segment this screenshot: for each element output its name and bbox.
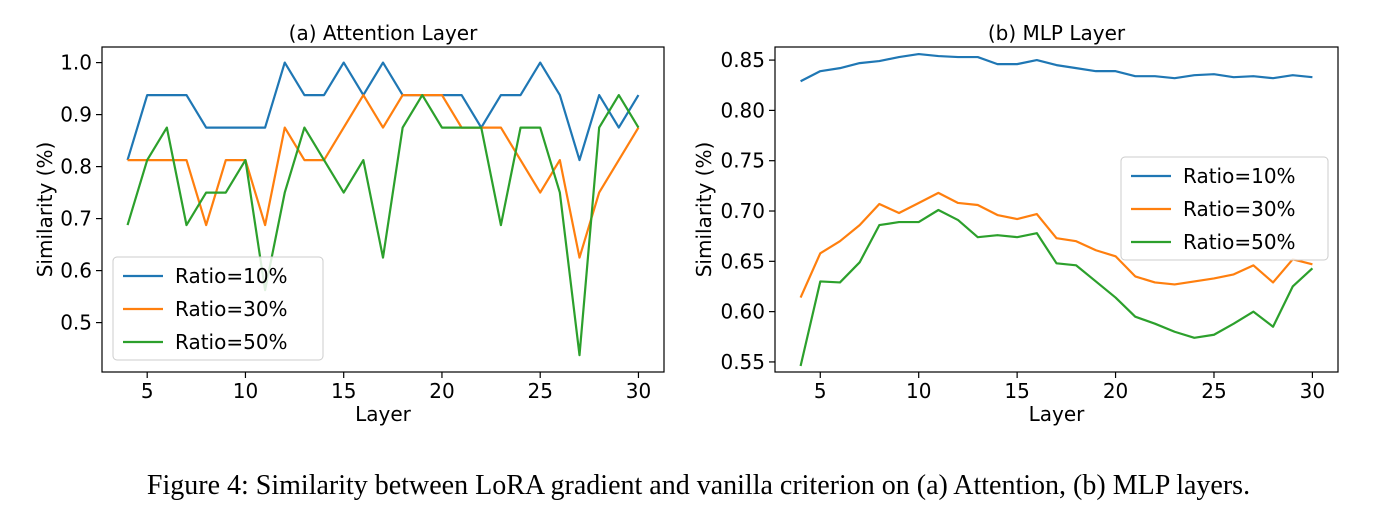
legend-label: Ratio=30%	[1183, 197, 1296, 221]
chart-title: (b) MLP Layer	[988, 21, 1126, 45]
y-tick-label: 0.5	[60, 311, 92, 335]
chart-mlp: (b) MLP Layer 5 10 15 20 25 30 0.55 0.60 0.65 0.70…	[692, 21, 1339, 426]
y-axis-label: Similarity (%)	[692, 142, 716, 278]
figure-caption: Figure 4: Similarity between LoRA gradie…	[146, 470, 1251, 501]
x-axis-label: Layer	[1029, 402, 1086, 426]
series-line-ratio-50-	[799, 208, 1314, 367]
legend-label: Ratio=30%	[175, 297, 288, 321]
x-tick-label: 25	[527, 379, 552, 403]
x-tick-label: 20	[1103, 379, 1128, 403]
y-tick-label: 0.65	[720, 249, 765, 273]
plot-frame	[774, 46, 1339, 373]
series-line-ratio-30-	[799, 191, 1313, 298]
x-tick-label: 5	[141, 379, 154, 403]
x-tick-label: 10	[906, 379, 931, 403]
plot-frame	[101, 46, 665, 373]
y-tick-label: 0.8	[60, 155, 92, 179]
y-tick-label: 0.9	[60, 103, 92, 127]
y-tick-label: 0.75	[720, 149, 765, 173]
legend-box	[1120, 156, 1329, 261]
legend: Ratio=10% Ratio=30% Ratio=50%	[112, 256, 324, 361]
legend-label: Ratio=10%	[1183, 164, 1296, 188]
y-tick-label: 0.85	[720, 48, 765, 72]
legend-label: Ratio=10%	[175, 264, 288, 288]
x-tick-label: 15	[1004, 379, 1029, 403]
x-tick-label: 20	[429, 379, 454, 403]
y-tick-label: 1.0	[60, 51, 92, 75]
y-tick-label: 0.80	[720, 98, 765, 122]
chart-attention: (a) Attention Layer 5 10 15 20 25 30 0.5 0.6 0.7 0…	[33, 21, 665, 426]
legend-label: Ratio=50%	[175, 330, 288, 354]
x-tick-label: 10	[233, 379, 258, 403]
y-tick-label: 0.70	[720, 199, 765, 223]
series-line-ratio-30-	[127, 93, 640, 259]
series-line-ratio-10-	[800, 52, 1313, 83]
y-tick-label: 0.55	[720, 350, 765, 374]
legend: Ratio=10% Ratio=30% Ratio=50%	[1120, 156, 1329, 261]
y-tick-label: 0.60	[720, 300, 765, 324]
series-line-ratio-10-	[126, 61, 640, 162]
chart-title: (a) Attention Layer	[289, 21, 478, 45]
y-axis-label: Similarity (%)	[33, 142, 57, 278]
x-tick-label: 30	[1300, 379, 1325, 403]
x-tick-label: 30	[626, 379, 651, 403]
x-tick-label: 5	[814, 379, 827, 403]
series-line-ratio-50-	[126, 93, 640, 357]
y-tick-label: 0.7	[60, 207, 92, 231]
legend-label: Ratio=50%	[1183, 230, 1296, 254]
y-tick-label: 0.6	[60, 259, 92, 283]
x-tick-label: 15	[331, 379, 356, 403]
legend-box	[112, 256, 324, 361]
x-axis-label: Layer	[355, 402, 412, 426]
x-tick-label: 25	[1201, 379, 1226, 403]
